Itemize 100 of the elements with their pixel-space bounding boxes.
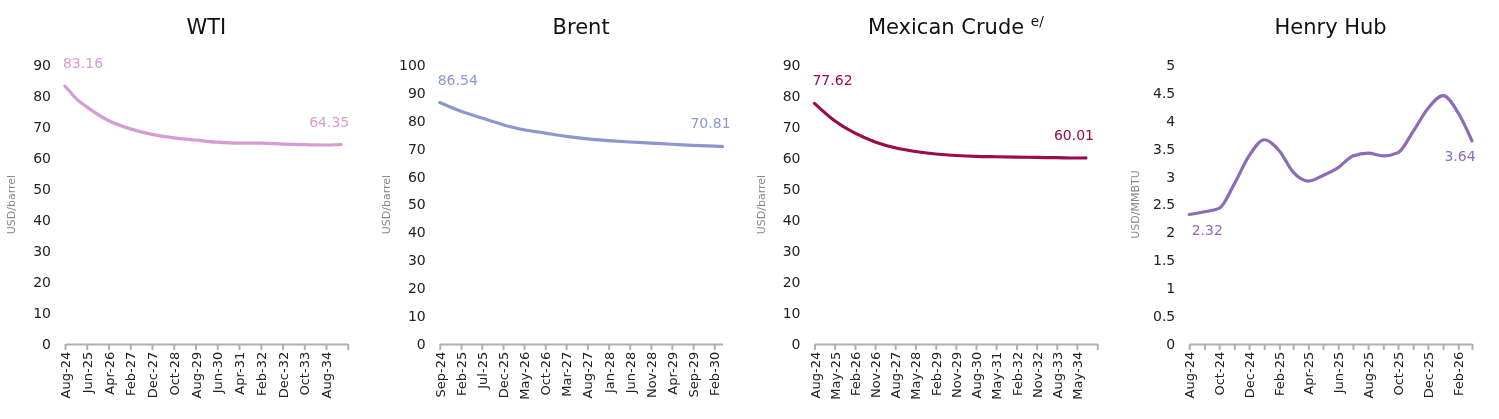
x-tick-label: Feb-32 [1009, 351, 1025, 397]
x-tick-label: Jan-28 [601, 351, 617, 395]
x-tick-label: Aug-25 [1361, 351, 1377, 399]
y-axis-title: USD/barrel [754, 174, 768, 235]
x-tick-label: Aug-33 [1049, 351, 1065, 399]
data-label: 86.54 [437, 71, 478, 88]
y-tick-label: 2 [1166, 224, 1176, 241]
y-tick-label: 4.5 [1152, 84, 1176, 101]
x-tick-label: Jul-25 [474, 351, 490, 390]
y-tick-label: 50 [407, 196, 426, 213]
x-tick-label: Feb-26 [848, 351, 864, 397]
y-tick-label: 0 [791, 335, 801, 352]
y-tick-label: 50 [33, 180, 51, 197]
x-tick-label: Jun-25 [79, 351, 95, 395]
y-tick-label: 70 [33, 118, 51, 135]
y-tick-label: 50 [782, 180, 801, 197]
x-tick-label: Jun-28 [622, 351, 638, 395]
y-tick-label: 60 [33, 149, 51, 166]
x-tick-label: Nov-32 [1029, 351, 1045, 399]
x-tick-label: Sep-29 [686, 351, 702, 398]
y-tick-label: 40 [407, 224, 426, 241]
y-tick-label: 5 [1166, 56, 1176, 73]
y-tick-label: 10 [33, 304, 51, 321]
x-tick-label: Feb-29 [928, 351, 944, 397]
y-tick-label: 80 [33, 87, 51, 104]
x-tick-label: Apr-26 [101, 351, 117, 395]
x-tick-label: Feb-26 [1451, 351, 1467, 397]
y-tick-label: 0 [42, 335, 51, 352]
x-tick-label: Aug-29 [188, 351, 204, 399]
chart-title: Mexican Crude $^{e/}$ [867, 13, 1045, 39]
x-tick-label: Feb-25 [454, 351, 470, 397]
y-tick-label: 0 [416, 335, 426, 352]
y-tick-label: 20 [407, 280, 426, 297]
y-tick-label: 10 [407, 308, 426, 325]
y-tick-label: 3 [1166, 168, 1176, 185]
x-tick-label: May-26 [517, 351, 533, 400]
data-label: 83.16 [62, 55, 104, 72]
x-tick-label: Mar-27 [559, 351, 575, 397]
y-tick-label: 20 [33, 273, 51, 290]
x-tick-label: Feb-32 [253, 351, 269, 397]
chart-title: WTI [186, 15, 227, 39]
y-tick-label: 0 [1166, 335, 1176, 352]
x-tick-label: May-34 [1069, 351, 1085, 400]
y-tick-label: 0.5 [1152, 308, 1176, 325]
data-label: 70.81 [690, 115, 731, 132]
x-tick-label: Oct-28 [166, 351, 182, 396]
data-label: 60.01 [1053, 126, 1095, 143]
x-tick-label: Feb-27 [123, 351, 139, 397]
data-label: 64.35 [309, 113, 350, 130]
y-tick-label: 40 [33, 211, 51, 228]
x-tick-label: Aug-34 [319, 351, 335, 399]
y-tick-label: 80 [782, 87, 801, 104]
x-tick-label: Apr-31 [232, 351, 248, 395]
x-tick-label: Aug-24 [807, 351, 823, 399]
chart-title: Brent [552, 15, 610, 39]
y-tick-label: 4 [1166, 112, 1176, 129]
y-tick-label: 3.5 [1152, 140, 1176, 157]
y-tick-label: 100 [399, 56, 426, 73]
y-tick-label: 70 [407, 140, 426, 157]
y-tick-label: 60 [407, 168, 426, 185]
chart-title: Henry Hub [1274, 15, 1387, 39]
x-tick-label: Oct-24 [1212, 351, 1228, 396]
x-tick-label: Nov-28 [643, 351, 659, 399]
x-tick-label: Jun-25 [1331, 351, 1347, 395]
x-tick-label: May-25 [827, 351, 843, 400]
line-series [1187, 94, 1474, 217]
x-tick-label: Aug-27 [888, 351, 904, 399]
x-tick-label: May-28 [908, 351, 924, 400]
data-label: 77.62 [812, 72, 853, 89]
y-tick-label: 90 [407, 84, 426, 101]
x-tick-label: Nov-26 [868, 351, 884, 399]
y-tick-label: 1.5 [1152, 252, 1176, 269]
x-tick-label: Sep-24 [432, 351, 448, 398]
x-tick-label: Dec-27 [145, 351, 161, 399]
x-tick-label: Aug-27 [580, 351, 596, 399]
x-tick-label: Nov-29 [948, 351, 964, 399]
data-label: 2.32 [1191, 221, 1223, 238]
x-tick-label: Oct-26 [538, 351, 554, 396]
x-tick-label: Aug-30 [969, 351, 985, 399]
y-tick-label: 40 [782, 211, 801, 228]
data-label: 3.64 [1444, 147, 1476, 164]
y-tick-label: 20 [782, 273, 801, 290]
x-tick-label: Feb-25 [1272, 351, 1288, 397]
x-tick-label: May-31 [989, 351, 1005, 400]
y-axis-title: USD/MMBTU [1129, 170, 1143, 239]
x-tick-label: Aug-24 [58, 351, 74, 399]
y-tick-label: 10 [782, 304, 801, 321]
y-tick-label: 30 [33, 242, 51, 259]
x-tick-label: Jun-30 [210, 351, 226, 395]
x-tick-label: Dec-24 [1242, 351, 1258, 399]
y-tick-label: 30 [407, 252, 426, 269]
y-tick-label: 30 [782, 242, 801, 259]
x-tick-label: Dec-32 [275, 351, 291, 399]
y-tick-label: 70 [782, 118, 801, 135]
x-tick-label: Apr-29 [664, 351, 680, 395]
x-tick-label: Aug-24 [1182, 351, 1198, 399]
x-tick-label: Dec-25 [1420, 351, 1436, 399]
y-tick-label: 2.5 [1152, 196, 1176, 213]
x-tick-label: Feb-30 [707, 351, 723, 397]
y-axis-title: USD/barrel [5, 174, 18, 235]
